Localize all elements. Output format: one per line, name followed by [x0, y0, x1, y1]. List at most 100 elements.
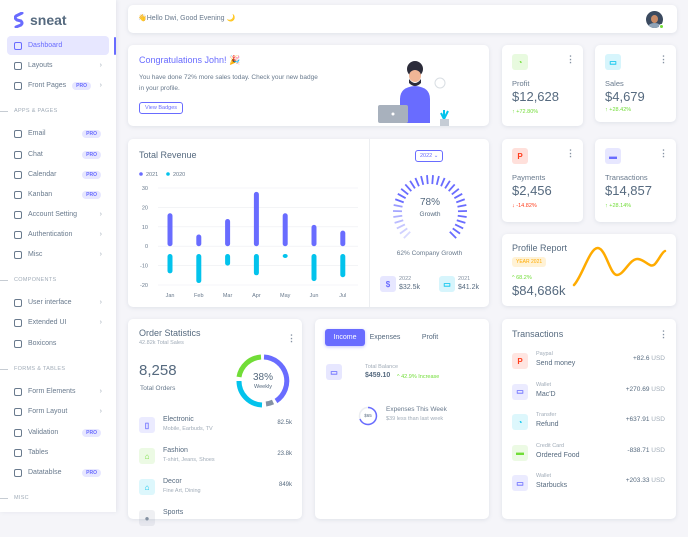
transaction-name: Refund	[536, 421, 559, 428]
gauge-segment	[395, 220, 404, 223]
transaction-amount: +637.91 USD	[626, 416, 665, 423]
calendar-icon	[14, 171, 22, 179]
sidebar-item-dashboard[interactable]: Dashboard	[7, 36, 109, 55]
sidebar-item-authentication[interactable]: Authentication›	[7, 225, 109, 244]
category-value: 82.5k	[277, 420, 292, 426]
transaction-amount: +270.69 USD	[626, 386, 665, 393]
category-desc: Fine Art, Dining	[163, 488, 201, 494]
order-statistics-card: Order Statistics 42.82k Total Sales ⋮ 8,…	[128, 319, 302, 519]
profile-report-title: Profile Report	[512, 243, 567, 253]
gauge-segment	[427, 175, 428, 184]
stat-change: ↑ +28.14%	[605, 203, 631, 209]
stat-label: Profit	[512, 79, 530, 88]
sidebar-item-boxicons[interactable]: Boxicons	[7, 334, 109, 353]
chevron-right-icon: ›	[100, 251, 102, 258]
sidebar-item-layouts[interactable]: Layouts ›	[7, 56, 109, 75]
gauge-segment	[452, 189, 459, 195]
view-badges-button[interactable]: View Badges	[139, 102, 183, 114]
legend-marker	[139, 172, 143, 176]
brand-logo[interactable]: sneat	[14, 12, 67, 28]
x-tick-label: May	[280, 293, 291, 299]
gauge-segment	[397, 224, 405, 228]
sidebar-item-misc[interactable]: Misc ›	[7, 245, 109, 264]
transactions-title: Transactions	[512, 329, 563, 339]
tab-profit[interactable]: Profit	[411, 329, 449, 346]
sidebar-item-form-layout[interactable]: Form Layout›	[7, 402, 109, 421]
total-balance-label: Total Balance	[365, 364, 398, 370]
gauge-segment	[401, 189, 408, 195]
chevron-right-icon: ›	[100, 62, 102, 69]
congrats-text: You have done 72% more sales today. Chec…	[139, 72, 319, 94]
sidebar-item-form-elements[interactable]: Form Elements›	[7, 382, 109, 401]
sidebar-item-tables[interactable]: Tables	[7, 443, 109, 462]
x-tick-label: Jun	[310, 293, 319, 299]
sidebar-item-label: Kanban	[28, 191, 52, 198]
tables-icon	[14, 449, 22, 457]
more-options-icon[interactable]: ⋮	[659, 329, 668, 340]
gauge-segment	[421, 176, 423, 185]
donut-segment-sports	[266, 402, 273, 404]
x-tick-label: Feb	[194, 293, 203, 299]
sidebar-item-user-interface[interactable]: User interface›	[7, 293, 109, 312]
year-select[interactable]: 2022 ⌄	[415, 150, 443, 162]
transaction-amount: -838.71 USD	[627, 447, 665, 454]
summary-value-2021: $41.2k	[458, 284, 479, 291]
profile-report-change: ^ 68.2%	[512, 275, 532, 281]
legend-marker	[166, 172, 170, 176]
category-name: Electronic	[163, 416, 194, 423]
category-name: Sports	[163, 509, 183, 516]
gauge-segment	[455, 224, 463, 228]
sidebar-item-label: Tables	[28, 449, 48, 456]
x-tick-label: Apr	[252, 293, 261, 299]
total-orders-label: Total Orders	[140, 385, 175, 392]
sidebar-item-label: Dashboard	[28, 42, 62, 49]
expenses-value: $65	[358, 413, 378, 418]
transaction-type: Transfer	[536, 412, 556, 418]
currency: USD	[651, 386, 665, 393]
company-growth: 62% Company Growth	[370, 250, 489, 257]
wallet-icon: ▭	[326, 364, 342, 380]
year-badge: YEAR 2021	[512, 257, 546, 267]
year-select-value: 2022	[420, 153, 432, 159]
mobile-icon: ▯	[139, 417, 155, 433]
balance-change: ^ 42.9% Increase	[397, 374, 439, 380]
tab-expenses[interactable]: Expenses	[363, 329, 407, 346]
donut-label: Weekly	[236, 384, 290, 390]
more-options-icon[interactable]: ⋮	[566, 54, 575, 65]
sidebar-item-label: Boxicons	[28, 340, 56, 347]
more-options-icon[interactable]: ⋮	[287, 333, 296, 344]
sidebar-item-account-setting[interactable]: Account Setting›	[7, 205, 109, 224]
stat-label: Transactions	[605, 173, 648, 182]
amount-value: +82.6	[633, 355, 649, 362]
more-options-icon[interactable]: ⋮	[659, 54, 668, 65]
sidebar-item-label: Layouts	[28, 62, 53, 69]
tab-income[interactable]: Income	[325, 329, 365, 346]
transaction-type: Paypal	[536, 351, 553, 357]
sidebar-collapse-handle[interactable]	[114, 37, 116, 55]
home-icon: ⌂	[139, 479, 155, 495]
more-options-icon[interactable]: ⋮	[659, 148, 668, 159]
chevron-right-icon: ›	[100, 299, 102, 306]
more-options-icon[interactable]: ⋮	[566, 148, 575, 159]
sidebar-item-label: Misc	[28, 251, 42, 258]
change-value: 68.2%	[516, 275, 532, 281]
stat-value: $12,628	[512, 89, 559, 104]
online-status-dot	[659, 24, 664, 29]
wallet-icon: ▭	[439, 276, 455, 292]
sidebar-item-extended-ui[interactable]: Extended UI›	[7, 313, 109, 332]
bar-2021-apr	[254, 192, 259, 246]
chart-icon: ◔	[512, 414, 528, 430]
section-forms-tables: FORMS & TABLES	[14, 366, 65, 372]
category-name: Decor	[163, 478, 182, 485]
bar-2020-jan	[168, 254, 173, 273]
